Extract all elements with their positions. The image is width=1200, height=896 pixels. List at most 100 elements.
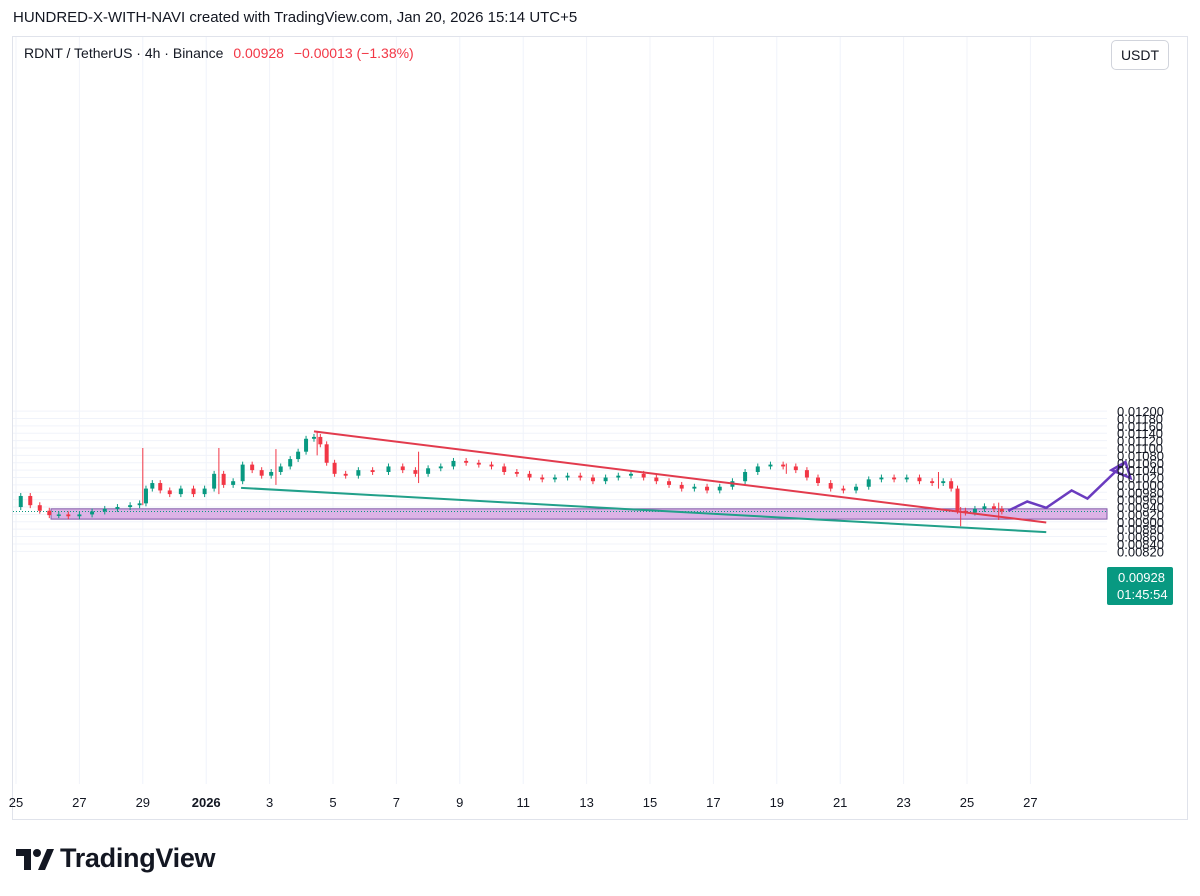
candle: [400, 466, 405, 471]
projection-path[interactable]: [1007, 461, 1127, 512]
candle: [288, 459, 293, 467]
candle: [991, 506, 996, 509]
candle: [343, 473, 348, 476]
time-tick-label: 15: [643, 795, 657, 810]
candle: [565, 475, 570, 478]
time-tick-label: 27: [72, 795, 86, 810]
support-trendline[interactable]: [241, 486, 1047, 534]
candle: [77, 514, 82, 517]
candle: [66, 514, 71, 517]
candle: [476, 462, 481, 465]
time-tick-label: 13: [579, 795, 593, 810]
price-tick-label: 0.00880: [1117, 522, 1164, 537]
time-tick-label: 29: [136, 795, 150, 810]
candle: [332, 462, 337, 474]
time-tick-label: 11: [516, 795, 530, 810]
time-tick-label: 9: [456, 795, 463, 810]
price-tick-label: 0.00820: [1117, 544, 1164, 559]
candle: [502, 466, 507, 472]
price-tick-label: 0.00920: [1117, 507, 1164, 522]
time-tick-label: 25: [960, 795, 974, 810]
candle: [56, 514, 61, 516]
last-price-label: 0.00928 01:45:54: [1107, 567, 1173, 605]
resistance-trendline[interactable]: [313, 430, 1047, 524]
candle: [47, 510, 52, 516]
time-tick-label: 2026: [192, 795, 221, 810]
candle: [949, 481, 954, 489]
candle: [616, 475, 621, 478]
candle: [231, 481, 236, 485]
candle: [879, 477, 884, 480]
candle: [143, 488, 148, 504]
candle: [158, 483, 163, 491]
candle: [641, 473, 646, 478]
candle: [178, 488, 183, 495]
candle: [191, 488, 196, 495]
candle: [137, 503, 142, 506]
candle: [438, 466, 443, 469]
candle: [318, 436, 323, 445]
candle: [590, 477, 595, 482]
candlestick-series: [18, 433, 1004, 520]
time-tick-label: 23: [896, 795, 910, 810]
time-tick-label: 3: [266, 795, 273, 810]
candle: [240, 464, 245, 482]
candle: [489, 464, 494, 467]
candle: [628, 473, 633, 476]
time-axis: 25 27 29 2026 3 5 7 9 11 13 15 17 19 21 23 25 27: [9, 795, 1038, 810]
price-tick-label: 0.00840: [1117, 537, 1164, 552]
candle: [386, 466, 391, 472]
candle: [269, 471, 274, 476]
currency-button[interactable]: USDT: [1111, 40, 1169, 70]
price-tick-label: 0.01000: [1117, 478, 1164, 493]
candle: [90, 511, 95, 515]
candle: [324, 444, 329, 463]
candle: [356, 470, 361, 476]
time-tick-label: 27: [1023, 795, 1037, 810]
candle: [743, 471, 748, 482]
price-tick-label: 0.01160: [1117, 419, 1163, 434]
price-tick-label: 0.00980: [1117, 485, 1164, 500]
candle: [955, 488, 960, 511]
time-tick-label: 7: [393, 795, 400, 810]
candle: [654, 477, 659, 482]
candle-wicks: [142, 431, 1000, 527]
candle: [793, 466, 798, 471]
candle: [540, 477, 545, 480]
candle: [167, 490, 172, 495]
candle: [278, 466, 283, 472]
candle: [841, 488, 846, 491]
candle: [370, 470, 375, 472]
candle: [781, 464, 786, 467]
candle-countdown: 01:45:54: [1117, 587, 1168, 602]
price-tick-label: 0.01120: [1117, 434, 1163, 449]
candle: [552, 477, 557, 480]
candle: [768, 464, 773, 467]
candle: [679, 484, 684, 489]
symbol-legend: RDNT / TetherUS · 4h · Binance 0.00928 −…: [24, 45, 414, 61]
price-tick-label: 0.01060: [1117, 456, 1164, 471]
candle: [578, 475, 583, 478]
price-axis: 0.012000.011800.011600.011400.011200.011…: [1117, 404, 1164, 559]
price-tick-label: 0.00860: [1117, 530, 1164, 545]
candle: [464, 460, 469, 463]
chart-pane[interactable]: [12, 36, 1188, 820]
candle: [904, 477, 909, 480]
price-tick-label: 0.01100: [1117, 441, 1163, 456]
candle: [311, 436, 316, 439]
candle: [527, 473, 532, 478]
candle: [150, 483, 155, 489]
candle: [202, 488, 207, 495]
last-price-value: 0.00928: [1118, 570, 1165, 585]
tradingview-wordmark: TradingView: [60, 843, 216, 873]
time-tick-label: 17: [706, 795, 720, 810]
candle: [259, 470, 264, 476]
price-tick-label: 0.00900: [1117, 515, 1164, 530]
price-tick-label: 0.00960: [1117, 493, 1164, 508]
tradingview-logo[interactable]: TradingView: [16, 843, 216, 874]
candle: [892, 477, 897, 480]
candle: [804, 470, 809, 478]
price-tick-label: 0.01020: [1117, 471, 1164, 486]
candle: [128, 505, 133, 508]
